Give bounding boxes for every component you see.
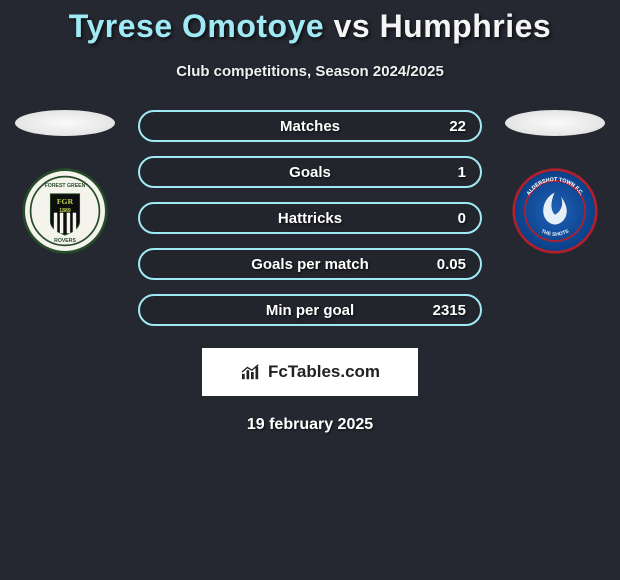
main-row: FOREST GREEN ROVERS FGR 1889 Matches 22 … — [0, 110, 620, 326]
stat-row-goals: Goals 1 — [138, 156, 482, 188]
svg-text:ROVERS: ROVERS — [54, 238, 76, 244]
page-title: Tyrese Omotoye vs Humphries — [0, 8, 620, 45]
svg-text:FOREST GREEN: FOREST GREEN — [45, 183, 86, 189]
right-column: ALDERSHOT TOWN F.C. ALDERSHOT TOWN F.C. … — [500, 110, 610, 254]
comparison-card: Tyrese Omotoye vs Humphries Club competi… — [0, 0, 620, 434]
svg-text:1889: 1889 — [59, 208, 71, 214]
crest-left-svg: FOREST GREEN ROVERS FGR 1889 — [22, 168, 108, 254]
stat-value: 22 — [449, 118, 466, 135]
brand-box: FcTables.com — [202, 348, 418, 396]
club-crest-right: ALDERSHOT TOWN F.C. ALDERSHOT TOWN F.C. … — [512, 168, 598, 254]
stat-value: 1 — [458, 164, 466, 181]
date: 19 february 2025 — [0, 416, 620, 434]
vs-word: vs — [334, 8, 371, 44]
player2-name: Humphries — [380, 8, 552, 44]
subtitle: Club competitions, Season 2024/2025 — [0, 63, 620, 80]
stat-label: Goals per match — [251, 256, 369, 273]
player2-photo-placeholder — [505, 110, 605, 136]
stat-row-hattricks: Hattricks 0 — [138, 202, 482, 234]
crest-right-svg: ALDERSHOT TOWN F.C. ALDERSHOT TOWN F.C. … — [512, 168, 598, 254]
stat-row-min-per-goal: Min per goal 2315 — [138, 294, 482, 326]
svg-text:FGR: FGR — [57, 197, 74, 206]
stat-value: 0 — [458, 210, 466, 227]
stat-label: Matches — [280, 118, 340, 135]
stat-value: 2315 — [433, 302, 466, 319]
stat-label: Goals — [289, 164, 331, 181]
club-crest-left: FOREST GREEN ROVERS FGR 1889 — [22, 168, 108, 254]
player1-photo-placeholder — [15, 110, 115, 136]
player1-name: Tyrese Omotoye — [69, 8, 324, 44]
stats-column: Matches 22 Goals 1 Hattricks 0 Goals per… — [138, 110, 482, 326]
stat-label: Hattricks — [278, 210, 342, 227]
stat-value: 0.05 — [437, 256, 466, 273]
stat-row-goals-per-match: Goals per match 0.05 — [138, 248, 482, 280]
stat-row-matches: Matches 22 — [138, 110, 482, 142]
left-column: FOREST GREEN ROVERS FGR 1889 — [10, 110, 120, 254]
stat-label: Min per goal — [266, 302, 354, 319]
brand-text: FcTables.com — [268, 362, 380, 382]
chart-icon — [240, 363, 262, 381]
